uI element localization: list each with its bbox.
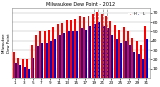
Bar — [146, 39, 148, 78]
Bar — [83, 17, 85, 78]
Bar — [19, 65, 21, 78]
Bar — [105, 16, 107, 78]
Bar — [114, 25, 116, 78]
Bar — [81, 28, 83, 78]
Bar — [98, 22, 100, 78]
Bar — [120, 43, 122, 78]
Bar — [109, 21, 111, 78]
Bar — [41, 43, 43, 78]
Bar — [46, 43, 48, 78]
Bar — [70, 20, 72, 78]
Bar — [68, 31, 70, 78]
Bar — [74, 19, 76, 78]
Bar — [57, 24, 59, 78]
Bar — [140, 45, 142, 78]
Bar — [52, 27, 54, 78]
Bar — [28, 69, 30, 78]
Bar — [85, 30, 87, 78]
Bar — [142, 60, 144, 78]
Bar — [66, 20, 68, 78]
Bar — [89, 26, 92, 78]
Bar — [24, 67, 26, 78]
Bar — [35, 35, 37, 78]
Bar — [79, 16, 81, 78]
Bar — [127, 31, 129, 78]
Title: Milwaukee Dew Point - 2012: Milwaukee Dew Point - 2012 — [46, 2, 115, 7]
Bar — [103, 26, 105, 78]
Text: Milwaukee
Dew Point: Milwaukee Dew Point — [2, 33, 11, 53]
Bar — [123, 27, 124, 78]
Bar — [22, 60, 24, 78]
Bar — [101, 14, 103, 78]
Bar — [31, 46, 32, 78]
Bar — [96, 12, 98, 78]
Bar — [39, 31, 41, 78]
Bar — [13, 52, 15, 78]
Bar — [118, 30, 120, 78]
Bar — [133, 52, 135, 78]
Bar — [124, 41, 127, 78]
Bar — [107, 28, 109, 78]
Bar — [94, 24, 96, 78]
Bar — [37, 46, 39, 78]
Bar — [17, 58, 19, 78]
Bar — [76, 31, 78, 78]
Bar — [44, 31, 46, 78]
Bar — [138, 54, 140, 78]
Bar — [50, 41, 52, 78]
Bar — [111, 35, 113, 78]
Bar — [92, 14, 94, 78]
Bar — [129, 45, 131, 78]
Legend: H, L: H, L — [129, 11, 145, 16]
Bar — [59, 35, 61, 78]
Bar — [136, 41, 138, 78]
Bar — [131, 38, 133, 78]
Bar — [144, 26, 146, 78]
Bar — [116, 39, 118, 78]
Bar — [63, 33, 65, 78]
Bar — [72, 31, 74, 78]
Bar — [32, 58, 35, 78]
Bar — [15, 63, 17, 78]
Bar — [61, 23, 63, 78]
Bar — [54, 39, 56, 78]
Bar — [26, 60, 28, 78]
Bar — [88, 16, 89, 78]
Bar — [48, 30, 50, 78]
